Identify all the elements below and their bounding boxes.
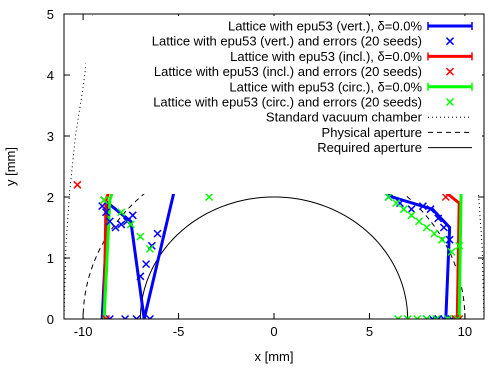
y-tick-label: 1 — [47, 251, 54, 266]
legend-item-required-aperture: Required aperture — [317, 140, 472, 155]
data-point — [422, 223, 431, 232]
data-point — [153, 229, 162, 238]
data-point — [432, 314, 441, 319]
legend-item-lattice-with-epu53-incl-and-errors-20-seeds: Lattice with epu53 (incl.) and errors (2… — [154, 64, 455, 79]
data-point — [145, 244, 154, 253]
legend-label: Standard vacuum chamber — [266, 110, 423, 125]
data-point — [126, 220, 135, 229]
data-point — [407, 211, 416, 220]
data-point — [392, 199, 401, 208]
legend-item-lattice-with-epu53-vert-and-errors-20-seeds: Lattice with epu53 (vert.) and errors (2… — [152, 34, 455, 49]
data-point — [413, 314, 422, 319]
data-point — [142, 260, 151, 269]
data-point — [100, 196, 109, 205]
data-point — [447, 247, 456, 256]
y-tick-label: 2 — [47, 190, 54, 205]
data-point — [117, 220, 126, 229]
y-axis-label: y [mm] — [3, 147, 18, 186]
x-tick-label: 10 — [458, 324, 472, 339]
data-point — [426, 205, 435, 214]
data-point — [403, 314, 412, 319]
legend-label: Lattice with epu53 (incl.), δ=0.0% — [230, 49, 422, 64]
legend-label: Lattice with epu53 (vert.) and errors (2… — [152, 34, 422, 49]
data-point — [205, 192, 214, 202]
data-point — [117, 208, 126, 217]
data-point — [128, 211, 137, 220]
legend-label: Required aperture — [317, 140, 422, 155]
data-point — [98, 202, 107, 211]
data-point — [111, 223, 120, 232]
data-point — [394, 314, 403, 319]
data-point — [407, 205, 416, 214]
legend-item-lattice-with-epu53-incl-0-0: Lattice with epu53 (incl.), δ=0.0% — [230, 49, 473, 64]
data-point — [415, 217, 424, 226]
series-line — [64, 14, 484, 319]
x-tick-label: -10 — [74, 324, 93, 339]
data-point — [145, 314, 154, 319]
data-point — [132, 314, 141, 319]
data-point — [384, 192, 393, 202]
y-tick-label: 4 — [47, 68, 54, 83]
data-point — [434, 214, 443, 223]
data-point — [73, 180, 82, 189]
series-required-aperture — [139, 196, 409, 319]
y-tick-label: 0 — [47, 312, 54, 327]
legend-label: Lattice with epu53 (incl.) and errors (2… — [154, 64, 422, 79]
legend-label: Physical aperture — [322, 125, 422, 140]
data-point — [418, 202, 427, 211]
data-point — [399, 205, 408, 214]
data-point — [105, 217, 114, 226]
data-point — [455, 314, 464, 319]
legend-label: Lattice with epu53 (vert.), δ=0.0% — [228, 19, 422, 34]
y-tick-label: 3 — [47, 129, 54, 144]
aperture-curve — [139, 196, 409, 319]
legend-item-physical-aperture: Physical aperture — [322, 125, 472, 140]
axis-ticks: -10 -5 0 5 10 0 1 2 3 4 5 — [47, 7, 484, 339]
data-point — [443, 314, 452, 319]
x-tick-label: 5 — [366, 324, 373, 339]
data-point — [441, 192, 450, 202]
data-point — [136, 272, 145, 281]
legend: Lattice with epu53 (vert.), δ=0.0%Lattic… — [86, 16, 482, 194]
data-point — [439, 223, 448, 232]
legend-item-lattice-with-epu53-circ-0-0: Lattice with epu53 (circ.), δ=0.0% — [229, 79, 473, 94]
legend-item-standard-vacuum-chamber: Standard vacuum chamber — [266, 110, 472, 125]
legend-item-lattice-with-epu53-circ-and-errors-20-seeds: Lattice with epu53 (circ.) and errors (2… — [153, 95, 455, 110]
x-tick-label: -5 — [173, 324, 185, 339]
x-axis-label: x [mm] — [255, 349, 294, 364]
y-tick-label: 5 — [47, 7, 54, 22]
x-tick-label: 0 — [270, 324, 277, 339]
data-point — [121, 314, 130, 319]
data-point — [422, 314, 431, 319]
data-point — [445, 235, 454, 244]
data-point — [453, 314, 462, 319]
data-point — [101, 314, 111, 319]
legend-background — [86, 16, 482, 194]
series-standard-vacuum-chamber — [64, 14, 484, 319]
legend-label: Lattice with epu53 (circ.) and errors (2… — [153, 95, 422, 110]
data-point — [437, 235, 447, 244]
data-point — [101, 208, 111, 217]
data-point — [455, 241, 464, 250]
legend-item-lattice-with-epu53-vert-0-0: Lattice with epu53 (vert.), δ=0.0% — [228, 19, 473, 34]
legend-label: Lattice with epu53 (circ.), δ=0.0% — [229, 79, 422, 94]
data-point — [136, 232, 145, 241]
data-point — [430, 229, 439, 238]
